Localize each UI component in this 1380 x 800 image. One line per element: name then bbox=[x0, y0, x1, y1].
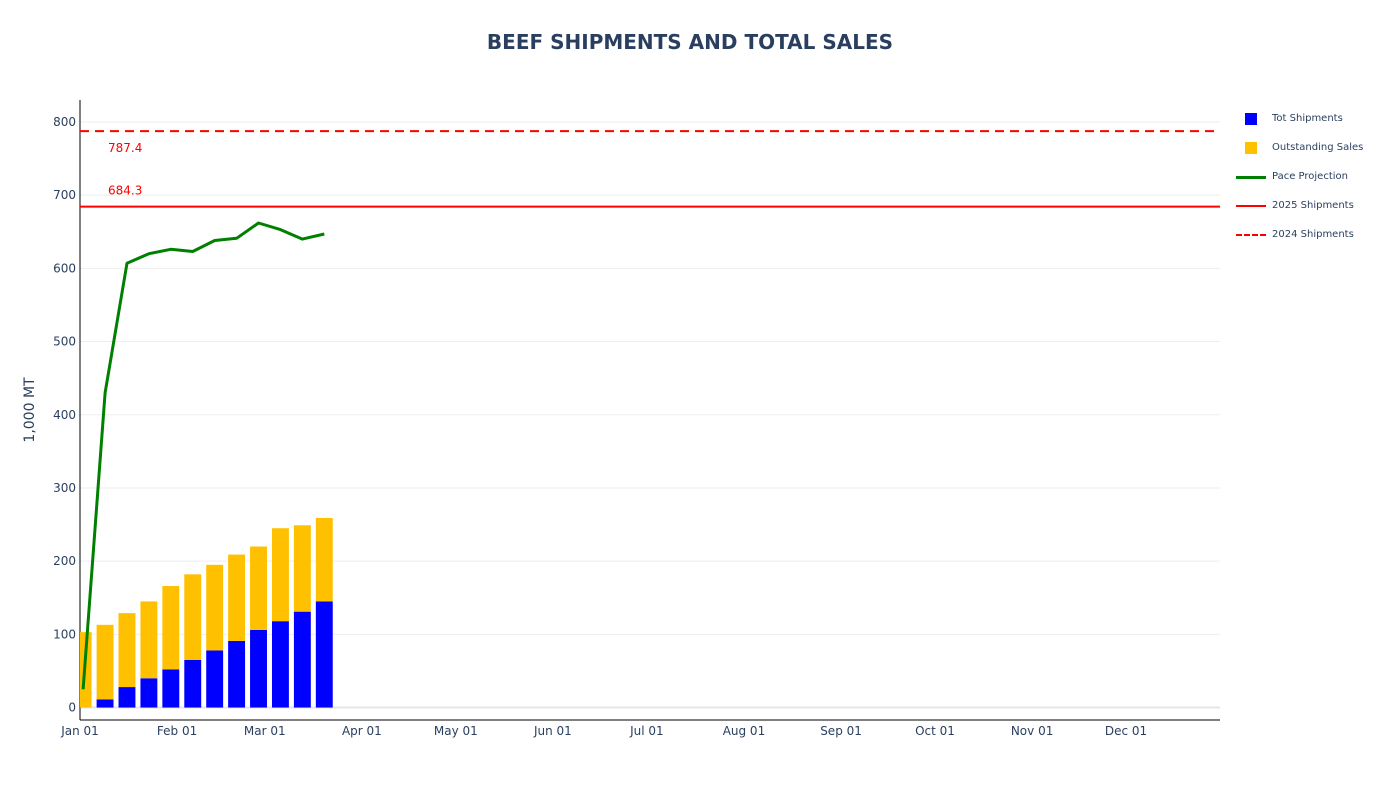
bar-tot-shipments bbox=[184, 659, 202, 708]
y-tick-label: 300 bbox=[53, 481, 76, 495]
hline-label: 787.4 bbox=[108, 141, 142, 155]
legend-item[interactable]: Pace Projection bbox=[1236, 162, 1363, 191]
x-tick-label: Sep 01 bbox=[820, 724, 862, 738]
bar-outstanding-sales bbox=[250, 546, 267, 630]
x-tick-label: Mar 01 bbox=[244, 724, 286, 738]
legend-marker bbox=[1236, 175, 1266, 179]
bar-outstanding-sales bbox=[206, 564, 224, 651]
bar-outstanding-sales bbox=[184, 574, 202, 660]
line-pace-projection bbox=[81, 221, 325, 690]
legend-marker bbox=[1236, 233, 1266, 236]
x-tick-label: May 01 bbox=[434, 724, 478, 738]
hline-label: 684.3 bbox=[108, 184, 142, 198]
bar-outstanding-sales bbox=[118, 613, 136, 688]
legend-item[interactable]: 2025 Shipments bbox=[1236, 191, 1363, 220]
legend-item[interactable]: Tot Shipments bbox=[1236, 104, 1363, 133]
bar-tot-shipments bbox=[140, 678, 158, 708]
bar-outstanding-sales bbox=[228, 554, 246, 641]
x-tick-label: Jul 01 bbox=[629, 724, 664, 738]
legend-swatch bbox=[1236, 141, 1266, 154]
legend-label: 2024 Shipments bbox=[1272, 229, 1354, 240]
x-tick-label: Feb 01 bbox=[157, 724, 197, 738]
bar-tot-shipments bbox=[118, 687, 136, 708]
x-tick-label: Jun 01 bbox=[533, 724, 572, 738]
x-tick-label: Oct 01 bbox=[915, 724, 955, 738]
bar-outstanding-sales bbox=[271, 528, 289, 622]
bar-outstanding-sales bbox=[162, 586, 180, 670]
bar-tot-shipments bbox=[250, 629, 267, 708]
y-tick-label: 800 bbox=[53, 115, 76, 129]
y-tick-label: 700 bbox=[53, 188, 76, 202]
legend-item[interactable]: Outstanding Sales bbox=[1236, 133, 1363, 162]
legend-label: Pace Projection bbox=[1272, 171, 1348, 182]
y-tick-label: 500 bbox=[53, 335, 76, 349]
legend-swatch bbox=[1236, 112, 1266, 125]
legend-label: Tot Shipments bbox=[1272, 113, 1343, 124]
x-tick-label: Jan 01 bbox=[60, 724, 99, 738]
y-axis-title: 1,000 MT bbox=[22, 377, 38, 443]
y-tick-label: 100 bbox=[53, 627, 76, 641]
bar-tot-shipments bbox=[315, 601, 333, 708]
bar-outstanding-sales bbox=[315, 517, 333, 602]
bar-tot-shipments bbox=[293, 611, 311, 708]
x-tick-label: Dec 01 bbox=[1105, 724, 1147, 738]
x-tick-label: Apr 01 bbox=[342, 724, 382, 738]
legend-marker bbox=[1236, 204, 1266, 207]
legend[interactable]: Tot Shipments Outstanding Sales Pace Proje… bbox=[1236, 104, 1363, 249]
legend-label: 2025 Shipments bbox=[1272, 200, 1354, 211]
y-tick-label: 600 bbox=[53, 261, 76, 275]
x-tick-label: Nov 01 bbox=[1011, 724, 1054, 738]
bar-outstanding-sales bbox=[96, 624, 114, 700]
legend-swatch bbox=[1236, 229, 1266, 241]
bar-tot-shipments bbox=[162, 669, 180, 708]
y-tick-label: 0 bbox=[68, 701, 76, 715]
legend-marker bbox=[1245, 112, 1257, 125]
legend-swatch bbox=[1236, 171, 1266, 183]
y-tick-label: 200 bbox=[53, 554, 76, 568]
chart-title: BEEF SHIPMENTS AND TOTAL SALES bbox=[486, 30, 894, 54]
legend-item[interactable]: 2024 Shipments bbox=[1236, 220, 1363, 249]
legend-marker bbox=[1245, 141, 1257, 154]
x-tick-label: Aug 01 bbox=[723, 724, 766, 738]
y-tick-label: 400 bbox=[53, 408, 76, 422]
legend-swatch bbox=[1236, 200, 1266, 212]
bar-tot-shipments bbox=[271, 621, 289, 708]
bar-tot-shipments bbox=[228, 640, 246, 708]
bar-tot-shipments bbox=[96, 699, 114, 708]
bar-tot-shipments bbox=[206, 650, 224, 708]
legend-label: Outstanding Sales bbox=[1272, 142, 1364, 153]
bar-outstanding-sales bbox=[140, 601, 158, 679]
bar-outstanding-sales bbox=[293, 525, 311, 612]
